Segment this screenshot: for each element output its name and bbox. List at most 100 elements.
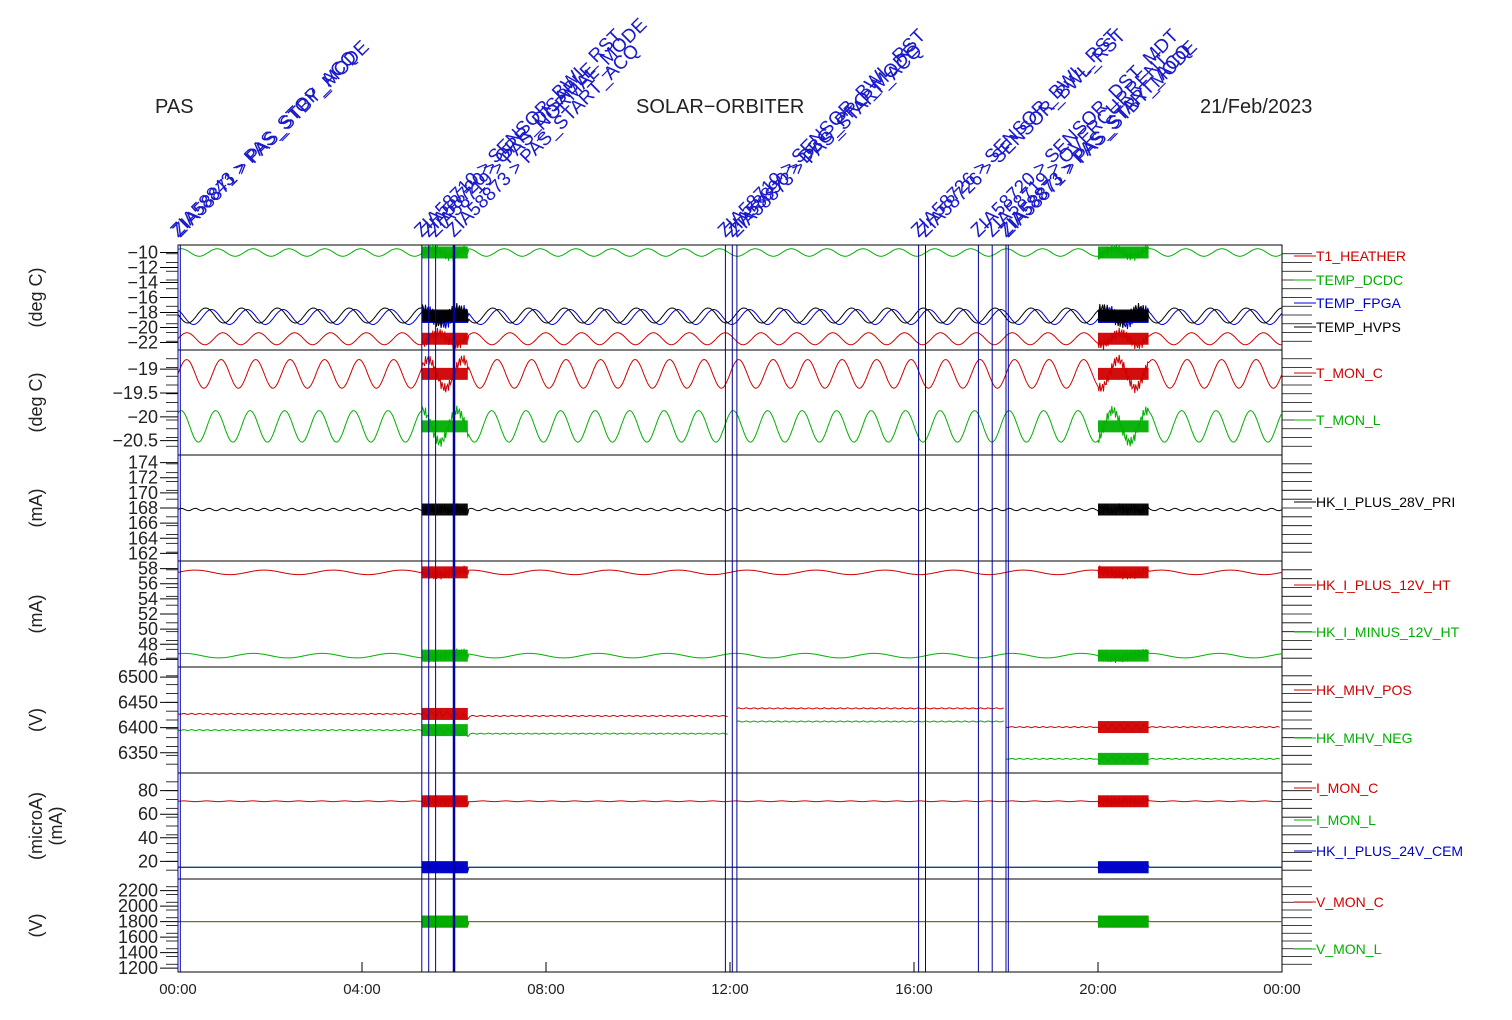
x-tick-label: 20:00 [1079, 981, 1117, 998]
y-tick-label: 164 [128, 528, 158, 548]
y-tick-label: 166 [128, 513, 158, 533]
y-tick-label: −20 [127, 407, 158, 427]
event-label: ZIA58719 > PAS_NORMAL_MODE [424, 14, 651, 241]
header-date: 21/Feb/2023 [1200, 96, 1313, 118]
series-line-t_mon_c [177, 354, 1283, 394]
y-axis-label: (deg C) [26, 267, 46, 327]
burst-block [1098, 721, 1149, 734]
y-axis-label: (microA) [26, 792, 46, 860]
header-mission: SOLAR−ORBITER [636, 96, 805, 118]
panel-5: 6350 6400 6450 6500 (V) HK_MHV_POS HK_MHV_NEG [26, 666, 1412, 774]
y-tick-label: 54 [138, 589, 158, 609]
burst-block [1098, 332, 1149, 345]
y-axis-label: (mA) [26, 595, 46, 634]
burst-block [421, 332, 468, 345]
series-label: V_MON_C [1316, 894, 1384, 910]
series-label: TEMP_DCDC [1316, 272, 1403, 288]
y-tick-label: −10 [127, 243, 158, 263]
y-tick-label: 172 [128, 468, 158, 488]
burst-block [1098, 309, 1149, 322]
burst-block [1098, 420, 1149, 433]
series-label: HK_MHV_NEG [1316, 730, 1412, 746]
y-tick-label: −18 [127, 303, 158, 323]
burst-block [421, 861, 468, 874]
y-axis-label: (V) [26, 708, 46, 732]
panel-frame [177, 349, 1283, 456]
series-label: HK_MHV_POS [1316, 682, 1412, 698]
y-axis-label: (deg C) [26, 372, 46, 432]
series-label: TEMP_FPGA [1316, 295, 1401, 311]
burst-block [421, 707, 468, 720]
x-tick-label: 00:00 [1263, 981, 1301, 998]
series-label: HK_I_PLUS_24V_CEM [1316, 843, 1463, 859]
x-tick-label: 12:00 [711, 981, 749, 998]
y-tick-label: −22 [127, 333, 158, 353]
y-tick-label: 1400 [118, 943, 158, 963]
burst-block [421, 915, 468, 928]
burst-block [1098, 795, 1149, 808]
burst-block [421, 367, 468, 380]
burst-block [421, 724, 468, 737]
burst-block [421, 649, 468, 662]
y-tick-label: 170 [128, 483, 158, 503]
y-axis-label: (V) [26, 914, 46, 938]
burst-block [1098, 752, 1149, 765]
series-line-hk_mhv_pos [177, 707, 1280, 731]
series-label: I_MON_L [1316, 812, 1376, 828]
burst-block [1098, 503, 1149, 516]
y-tick-label: 60 [138, 804, 158, 824]
burst-block [421, 503, 468, 516]
header-instrument: PAS [155, 96, 194, 118]
series-line-hk_mhv_neg [177, 720, 1280, 763]
y-tick-label: 56 [138, 574, 158, 594]
y-tick-label: 6400 [118, 718, 158, 738]
y-tick-label: 2200 [118, 881, 158, 901]
burst-block [421, 795, 468, 808]
series-label: T1_HEATHER [1316, 248, 1406, 264]
series-line-t_mon_l [177, 405, 1283, 447]
y-tick-label: 1800 [118, 912, 158, 932]
x-axis: 00:00 04:00 08:00 12:00 16:00 20:00 00:00 [159, 962, 1301, 998]
burst-block [1098, 246, 1149, 259]
y-tick-label: −16 [127, 288, 158, 308]
x-tick-label: 16:00 [895, 981, 933, 998]
burst-block [1098, 915, 1149, 928]
y-tick-label: 174 [128, 453, 158, 473]
burst-block [1098, 367, 1149, 380]
panel-1: −10−12−14−16−18−20−22 (deg C) T1_HEATHER TE… [26, 243, 1406, 353]
burst-block [421, 420, 468, 433]
series-label: T_MON_C [1316, 365, 1383, 381]
y-axis-label: (mA) [26, 489, 46, 528]
y-tick-label: 6350 [118, 743, 158, 763]
x-tick-label: 00:00 [159, 981, 197, 998]
y-tick-label: 50 [138, 619, 158, 639]
y-tick-label: −20 [127, 318, 158, 338]
y-tick-label: 20 [138, 851, 158, 871]
series-label: I_MON_C [1316, 780, 1378, 796]
y-tick-label: −19.5 [112, 383, 158, 403]
y-tick-label: 168 [128, 498, 158, 518]
event-label: ZIA58871 > PAS_STBY_MODE [169, 37, 374, 242]
burst-block [1098, 566, 1149, 579]
burst-block [421, 309, 468, 322]
event-label: ZIA58873 > PAS_START_ACQ [443, 40, 644, 241]
series-label: HK_I_PLUS_12V_HT [1316, 577, 1451, 593]
y-tick-label: 2000 [118, 896, 158, 916]
y-tick-label: 1200 [118, 958, 158, 978]
y-tick-label: −19 [127, 359, 158, 379]
y-tick-label: 6450 [118, 692, 158, 712]
y-tick-label: 80 [138, 781, 158, 801]
y-tick-label: 58 [138, 559, 158, 579]
burst-block [421, 246, 468, 259]
y-tick-label: 48 [138, 634, 158, 654]
y-tick-label: −14 [127, 273, 158, 293]
y-tick-label: 162 [128, 543, 158, 563]
y-tick-label: 40 [138, 828, 158, 848]
panel-6: 20 40 60 80 (microA) (mA) I_MON_C I_MON_L HK_I_P… [26, 772, 1463, 880]
burst-block [421, 566, 468, 579]
y-tick-label: −12 [127, 258, 158, 278]
